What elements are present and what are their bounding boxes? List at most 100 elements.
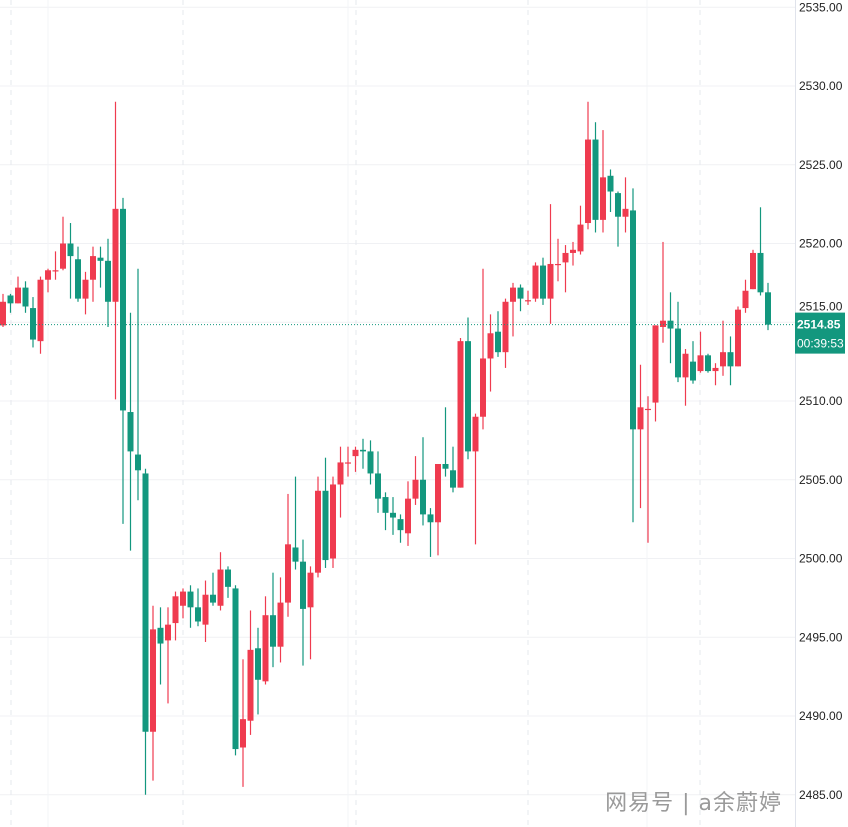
candle-down	[690, 341, 696, 384]
candle-body	[495, 331, 501, 353]
candle-body	[82, 279, 89, 299]
candle-body	[255, 648, 261, 680]
candle-up	[532, 262, 539, 302]
candle-body	[750, 252, 756, 290]
candle-down	[292, 476, 299, 570]
candle-body	[172, 596, 179, 624]
y-tick-label: 2510.00	[799, 394, 843, 408]
candle-down	[390, 497, 396, 535]
candle-down	[120, 197, 126, 524]
candle-body	[427, 514, 434, 523]
candle-down	[375, 451, 381, 513]
candle-body	[465, 341, 471, 452]
candle-body	[397, 519, 404, 531]
candle-up	[555, 238, 561, 282]
candle-body	[742, 290, 749, 309]
candle-down	[22, 281, 29, 313]
candle-body	[7, 295, 14, 304]
candle-up	[487, 314, 494, 392]
candle-down	[727, 336, 734, 386]
candle-body	[405, 498, 411, 534]
candle-body	[667, 320, 674, 329]
y-tick-label: 2535.00	[799, 0, 843, 14]
candle-body	[682, 353, 689, 378]
candle-up	[712, 363, 719, 386]
candle-up	[502, 298, 509, 368]
candle-up	[307, 566, 314, 660]
candle-body	[247, 649, 254, 721]
candle-body	[217, 569, 224, 606]
candle-body	[180, 591, 186, 606]
candle-down	[7, 293, 14, 313]
candle-body	[120, 208, 126, 411]
candle-body	[345, 462, 351, 464]
candle-body	[660, 320, 666, 327]
candle-up	[60, 216, 66, 271]
candle-body	[105, 260, 111, 302]
candle-down	[465, 317, 471, 460]
candle-body	[622, 208, 629, 217]
candle-body	[165, 624, 171, 641]
candle-body	[435, 464, 441, 523]
candle-up	[570, 241, 576, 266]
candle-up	[285, 493, 291, 617]
candle-down	[97, 246, 104, 288]
candle-down	[420, 437, 426, 526]
candle-down	[517, 284, 524, 312]
candle-up	[37, 276, 44, 354]
candle-body	[577, 224, 584, 252]
y-tick-label: 2525.00	[799, 158, 843, 172]
y-tick-label: 2485.00	[799, 788, 843, 802]
candle-down	[210, 572, 216, 606]
candle-up	[352, 446, 359, 472]
candle-up	[180, 588, 186, 619]
candle-body	[442, 464, 449, 469]
candle-up	[742, 279, 749, 313]
candle-down	[765, 282, 771, 331]
candle-body	[547, 263, 554, 299]
candle-down	[360, 438, 366, 469]
candle-up	[562, 245, 569, 293]
candle-body	[15, 287, 21, 304]
candle-up	[45, 268, 51, 293]
candle-down	[450, 446, 456, 493]
candle-down	[30, 297, 36, 348]
grid	[0, 0, 795, 827]
candle-up	[472, 413, 479, 545]
candle-body	[202, 594, 209, 625]
candle-up	[547, 204, 554, 324]
candle-body	[712, 367, 719, 372]
candle-body	[52, 270, 59, 272]
candle-down	[607, 169, 614, 212]
candle-body	[502, 301, 509, 353]
candle-body	[555, 263, 561, 266]
candle-up	[82, 271, 89, 315]
candle-down	[667, 292, 674, 364]
candle-down	[255, 627, 261, 715]
candle-up	[405, 481, 411, 546]
candle-body	[585, 139, 591, 224]
candle-down	[382, 492, 389, 531]
candle-body	[360, 449, 366, 452]
candle-body	[457, 341, 464, 488]
candle-body	[240, 719, 246, 748]
candle-body	[225, 569, 231, 587]
y-axis[interactable]: 2485.00 2490.00 2495.00 2500.00 2505.00 2510.…	[799, 0, 843, 802]
last-price-value: 2514.85	[797, 318, 841, 332]
candle-up	[412, 456, 419, 505]
candle-body	[705, 355, 711, 372]
candle-body	[187, 591, 194, 608]
candle-down	[232, 585, 239, 756]
candle-up	[345, 446, 351, 477]
candle-body	[727, 352, 734, 367]
candle-down	[427, 508, 434, 557]
candle-body	[90, 256, 96, 280]
candle-down	[615, 191, 621, 247]
y-tick-label: 2530.00	[799, 79, 843, 93]
candle-body	[765, 292, 771, 325]
candle-body	[630, 210, 636, 430]
candle-up	[600, 130, 606, 233]
candle-body	[540, 265, 546, 299]
last-price-label: 2514.85 00:39:53	[795, 312, 845, 354]
